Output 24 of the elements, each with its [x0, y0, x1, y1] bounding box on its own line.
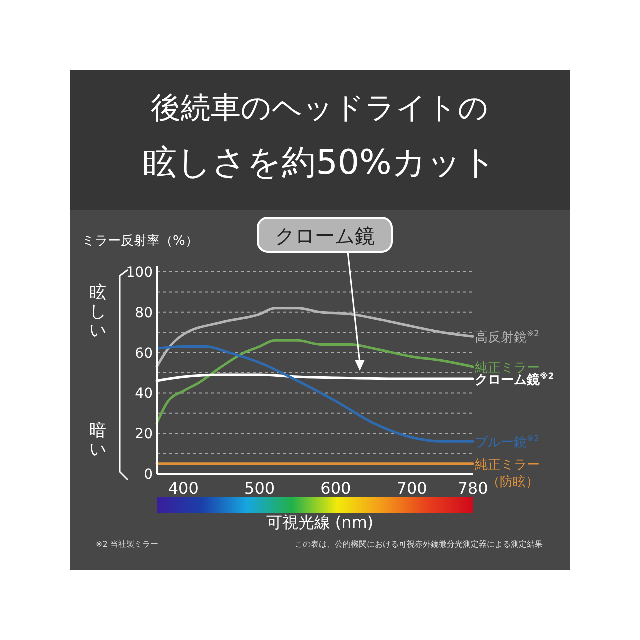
x-axis-title: 可視光線 (nm) — [266, 513, 374, 532]
x-tick-label: 780 — [458, 479, 488, 498]
text: この表は、公的機関における可視赤外鏡微分光測定器による測定結果 — [295, 540, 543, 549]
x-tick-label: 400 — [168, 479, 199, 498]
chart-title: 後続車のヘッドライトの眩しさを約50%カット — [143, 91, 497, 183]
line-series — [156, 345, 474, 443]
y-tick-label: 80 — [135, 305, 153, 322]
y-tick-label: 40 — [135, 386, 153, 402]
series-label: 高反射鏡$^{※2}$ — [475, 328, 540, 346]
line-series — [156, 307, 474, 368]
text: ※2 当社製ミラー — [96, 540, 158, 549]
text: 暗い — [90, 421, 106, 460]
y-axis-title: ミラー反射率（%） — [82, 233, 198, 249]
y-tick-label: 100 — [126, 265, 153, 281]
x-tick-label: 600 — [320, 479, 352, 498]
y-tick-label: 20 — [135, 426, 153, 443]
text: クローム鏡 — [275, 224, 375, 248]
series-label: ブルー鏡$^{※2}$ — [475, 434, 540, 451]
x-tick-label: 700 — [396, 479, 428, 498]
line-series — [156, 339, 474, 425]
y-tick-label: 0 — [144, 467, 153, 483]
text: 眩しい — [90, 283, 106, 341]
y-tick-label: 60 — [135, 346, 153, 362]
x-tick-label: 500 — [244, 479, 276, 498]
